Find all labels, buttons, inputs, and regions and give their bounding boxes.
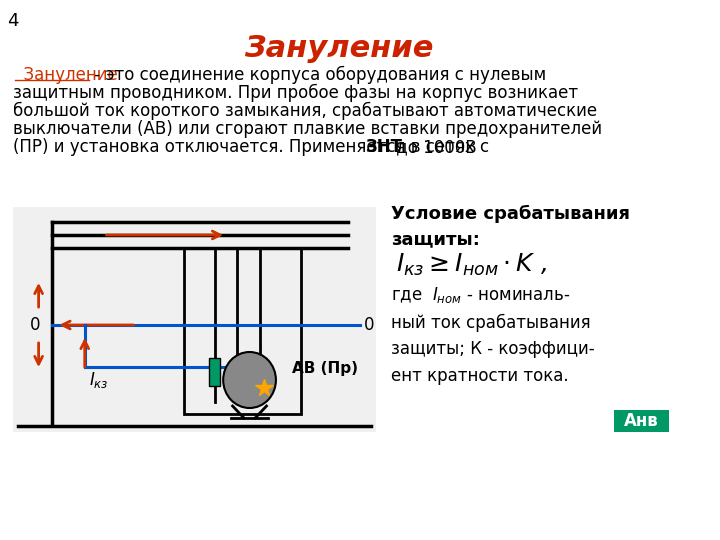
- Text: выключатели (АВ) или сгорают плавкие вставки предохранителей: выключатели (АВ) или сгорают плавкие вст…: [13, 120, 603, 138]
- Bar: [614, 410, 669, 432]
- Text: (ПР) и установка отключается. Применяется в сетях с: (ПР) и установка отключается. Применяетс…: [13, 138, 495, 156]
- Text: большой ток короткого замыкания, срабатывают автоматические: большой ток короткого замыкания, срабаты…: [13, 102, 598, 120]
- Text: 4: 4: [7, 12, 19, 30]
- Bar: [232, 358, 243, 386]
- Bar: [254, 358, 266, 386]
- Text: Анв: Анв: [624, 412, 659, 430]
- Text: Зануление: Зануление: [13, 66, 118, 84]
- Bar: [209, 358, 220, 386]
- Text: АВ (Пр): АВ (Пр): [292, 361, 358, 376]
- Text: Зануление: Зануление: [244, 34, 433, 63]
- Text: 0: 0: [364, 316, 374, 334]
- Text: ЗНТ: ЗНТ: [366, 138, 403, 156]
- Bar: [184, 248, 302, 414]
- Text: защитным проводником. При пробое фазы на корпус возникает: защитным проводником. При пробое фазы на…: [13, 84, 578, 102]
- Bar: [13, 207, 376, 432]
- Circle shape: [223, 352, 276, 408]
- Text: $I_{кз} \geq I_{ном} \cdot K$ ,: $I_{кз} \geq I_{ном} \cdot K$ ,: [395, 252, 546, 278]
- Text: 0: 0: [30, 316, 40, 334]
- Text: Условие срабатывания
защиты:: Условие срабатывания защиты:: [391, 205, 630, 248]
- Text: где  $I_{ном}$ - номиналь-
ный ток срабатывания
защиты; К - коэффици-
ент кратно: где $I_{ном}$ - номиналь- ный ток срабат…: [391, 285, 595, 384]
- Text: $I_{кз}$: $I_{кз}$: [89, 370, 109, 390]
- Text: до 1000В: до 1000В: [391, 138, 477, 156]
- Text: - это соединение корпуса оборудования с нулевым: - это соединение корпуса оборудования с …: [89, 66, 546, 84]
